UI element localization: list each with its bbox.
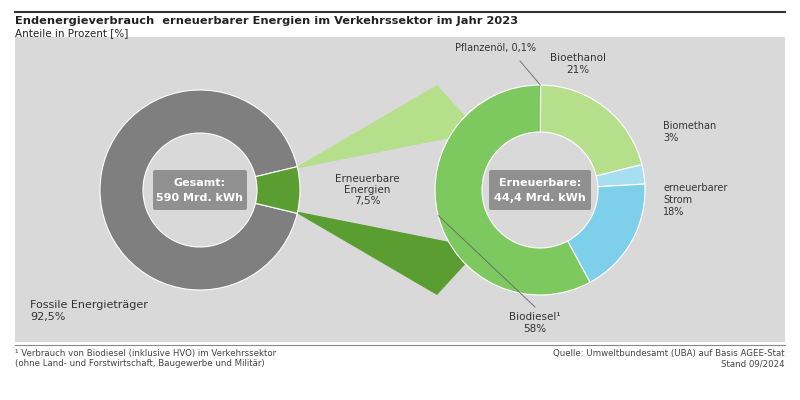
Wedge shape — [540, 85, 642, 176]
Text: Erneuerbare: Erneuerbare — [335, 174, 400, 184]
Wedge shape — [255, 167, 300, 213]
Wedge shape — [596, 164, 645, 187]
Text: ¹ Verbrauch von Biodiesel (inklusive HVO) im Verkehrssektor
(ohne Land- und Fors: ¹ Verbrauch von Biodiesel (inklusive HVO… — [15, 349, 276, 368]
Bar — [15, 37, 785, 342]
Text: 7,5%: 7,5% — [354, 196, 381, 206]
Polygon shape — [255, 203, 480, 295]
Text: 3%: 3% — [663, 133, 678, 143]
Text: 44,4 Mrd. kWh: 44,4 Mrd. kWh — [494, 193, 586, 203]
Text: 58%: 58% — [523, 324, 546, 334]
Text: Energien: Energien — [344, 185, 390, 195]
FancyBboxPatch shape — [489, 170, 591, 210]
Wedge shape — [100, 90, 298, 290]
Text: Anteile in Prozent [%]: Anteile in Prozent [%] — [15, 28, 128, 38]
Text: Fossile Energieträger: Fossile Energieträger — [30, 300, 148, 310]
Text: Erneuerbare:: Erneuerbare: — [499, 178, 581, 188]
Text: Endenergieverbrauch  erneuerbarer Energien im Verkehrssektor im Jahr 2023: Endenergieverbrauch erneuerbarer Energie… — [15, 16, 518, 26]
Text: erneuerbarer: erneuerbarer — [663, 183, 727, 193]
Text: 92,5%: 92,5% — [30, 312, 66, 322]
Text: Strom: Strom — [663, 195, 692, 205]
Text: Gesamt:: Gesamt: — [174, 178, 226, 188]
FancyBboxPatch shape — [153, 170, 247, 210]
Text: Bioethanol: Bioethanol — [550, 53, 606, 63]
Text: 590 Mrd. kWh: 590 Mrd. kWh — [157, 193, 243, 203]
Wedge shape — [568, 184, 645, 282]
Text: 18%: 18% — [663, 207, 684, 217]
Polygon shape — [255, 85, 480, 177]
Text: Pflanzenöl, 0,1%: Pflanzenöl, 0,1% — [455, 43, 536, 53]
Text: Biodiesel¹: Biodiesel¹ — [509, 312, 561, 322]
Wedge shape — [435, 85, 590, 295]
Text: Biomethan: Biomethan — [663, 121, 716, 131]
Text: Quelle: Umweltbundesamt (UBA) auf Basis AGEE-Stat
Stand 09/2024: Quelle: Umweltbundesamt (UBA) auf Basis … — [554, 349, 785, 368]
Text: 21%: 21% — [566, 65, 590, 75]
